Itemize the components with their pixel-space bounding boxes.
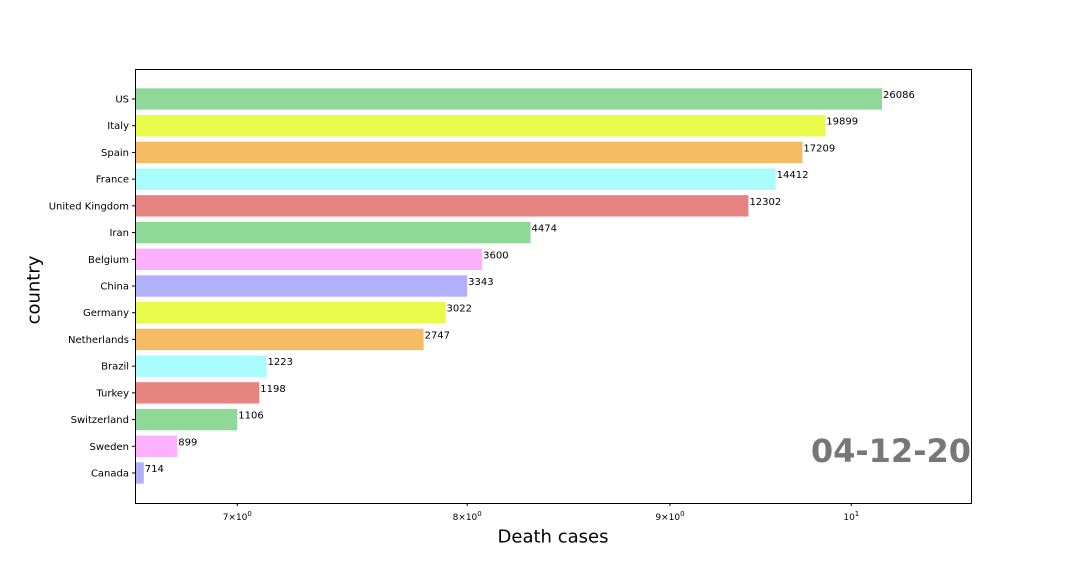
value-label: 3343 [468,277,493,288]
bar [136,275,468,297]
value-label: 1106 [238,411,263,422]
bar [136,382,260,404]
y-ticks-layer: US Italy Spain France United Kingdom Iran Belg… [49,95,136,480]
y-tick-label: Canada [91,469,129,480]
x-tick-label: 9×100 [655,510,684,523]
bar [136,435,178,457]
y-tick-label: Sweden [89,442,129,453]
y-tick-label: Turkey [95,388,129,399]
value-labels-layer: 26086 19899 17209 14412 12302 4474 3600 3343 302… [145,90,915,475]
y-tick-label: China [100,282,129,293]
y-tick-label: Switzerland [71,415,129,426]
value-label: 17209 [803,143,835,154]
y-tick-label: Germany [83,308,129,319]
bar [136,248,483,270]
bar [136,195,749,217]
value-label: 1223 [268,357,293,368]
y-tick-label: Spain [101,148,129,159]
y-tick-label: France [96,175,129,186]
bar [136,302,446,324]
y-tick-label: Iran [109,228,129,239]
value-label: 2747 [425,330,450,341]
plot-frame [135,69,972,504]
value-label: 3600 [483,250,508,261]
value-label: 3022 [447,304,472,315]
bar [136,168,776,190]
bar [136,221,531,244]
y-tick-label: Belgium [88,255,129,266]
y-tick-label: Italy [107,121,129,132]
bar [136,141,803,164]
value-label: 19899 [826,117,858,128]
bar [136,88,883,110]
value-label: 714 [145,464,164,475]
value-label: 12302 [749,197,781,208]
y-tick-label: United Kingdom [49,201,129,212]
bar [136,408,238,431]
y-axis-label: country [23,255,45,325]
bars-layer [136,88,883,484]
value-label: 899 [178,437,197,448]
x-axis-label: Death cases [497,526,609,548]
bar [136,115,826,137]
value-label: 1198 [260,384,285,395]
bar [136,462,144,484]
y-tick-label: US [115,95,129,106]
value-label: 4474 [532,224,557,235]
bar [136,355,267,377]
date-label: 04-12-20 [810,432,971,470]
y-tick-label: Netherlands [68,335,129,346]
bar [136,328,424,351]
x-tick-label: 8×100 [453,510,482,523]
value-label: 14412 [777,170,809,181]
x-tick-label: 7×100 [223,510,252,523]
y-tick-label: Brazil [101,362,129,373]
value-label: 26086 [883,90,915,101]
x-tick-label: 101 [843,510,859,523]
x-ticks-layer: 7×100 8×100 9×100 101 [223,503,859,523]
